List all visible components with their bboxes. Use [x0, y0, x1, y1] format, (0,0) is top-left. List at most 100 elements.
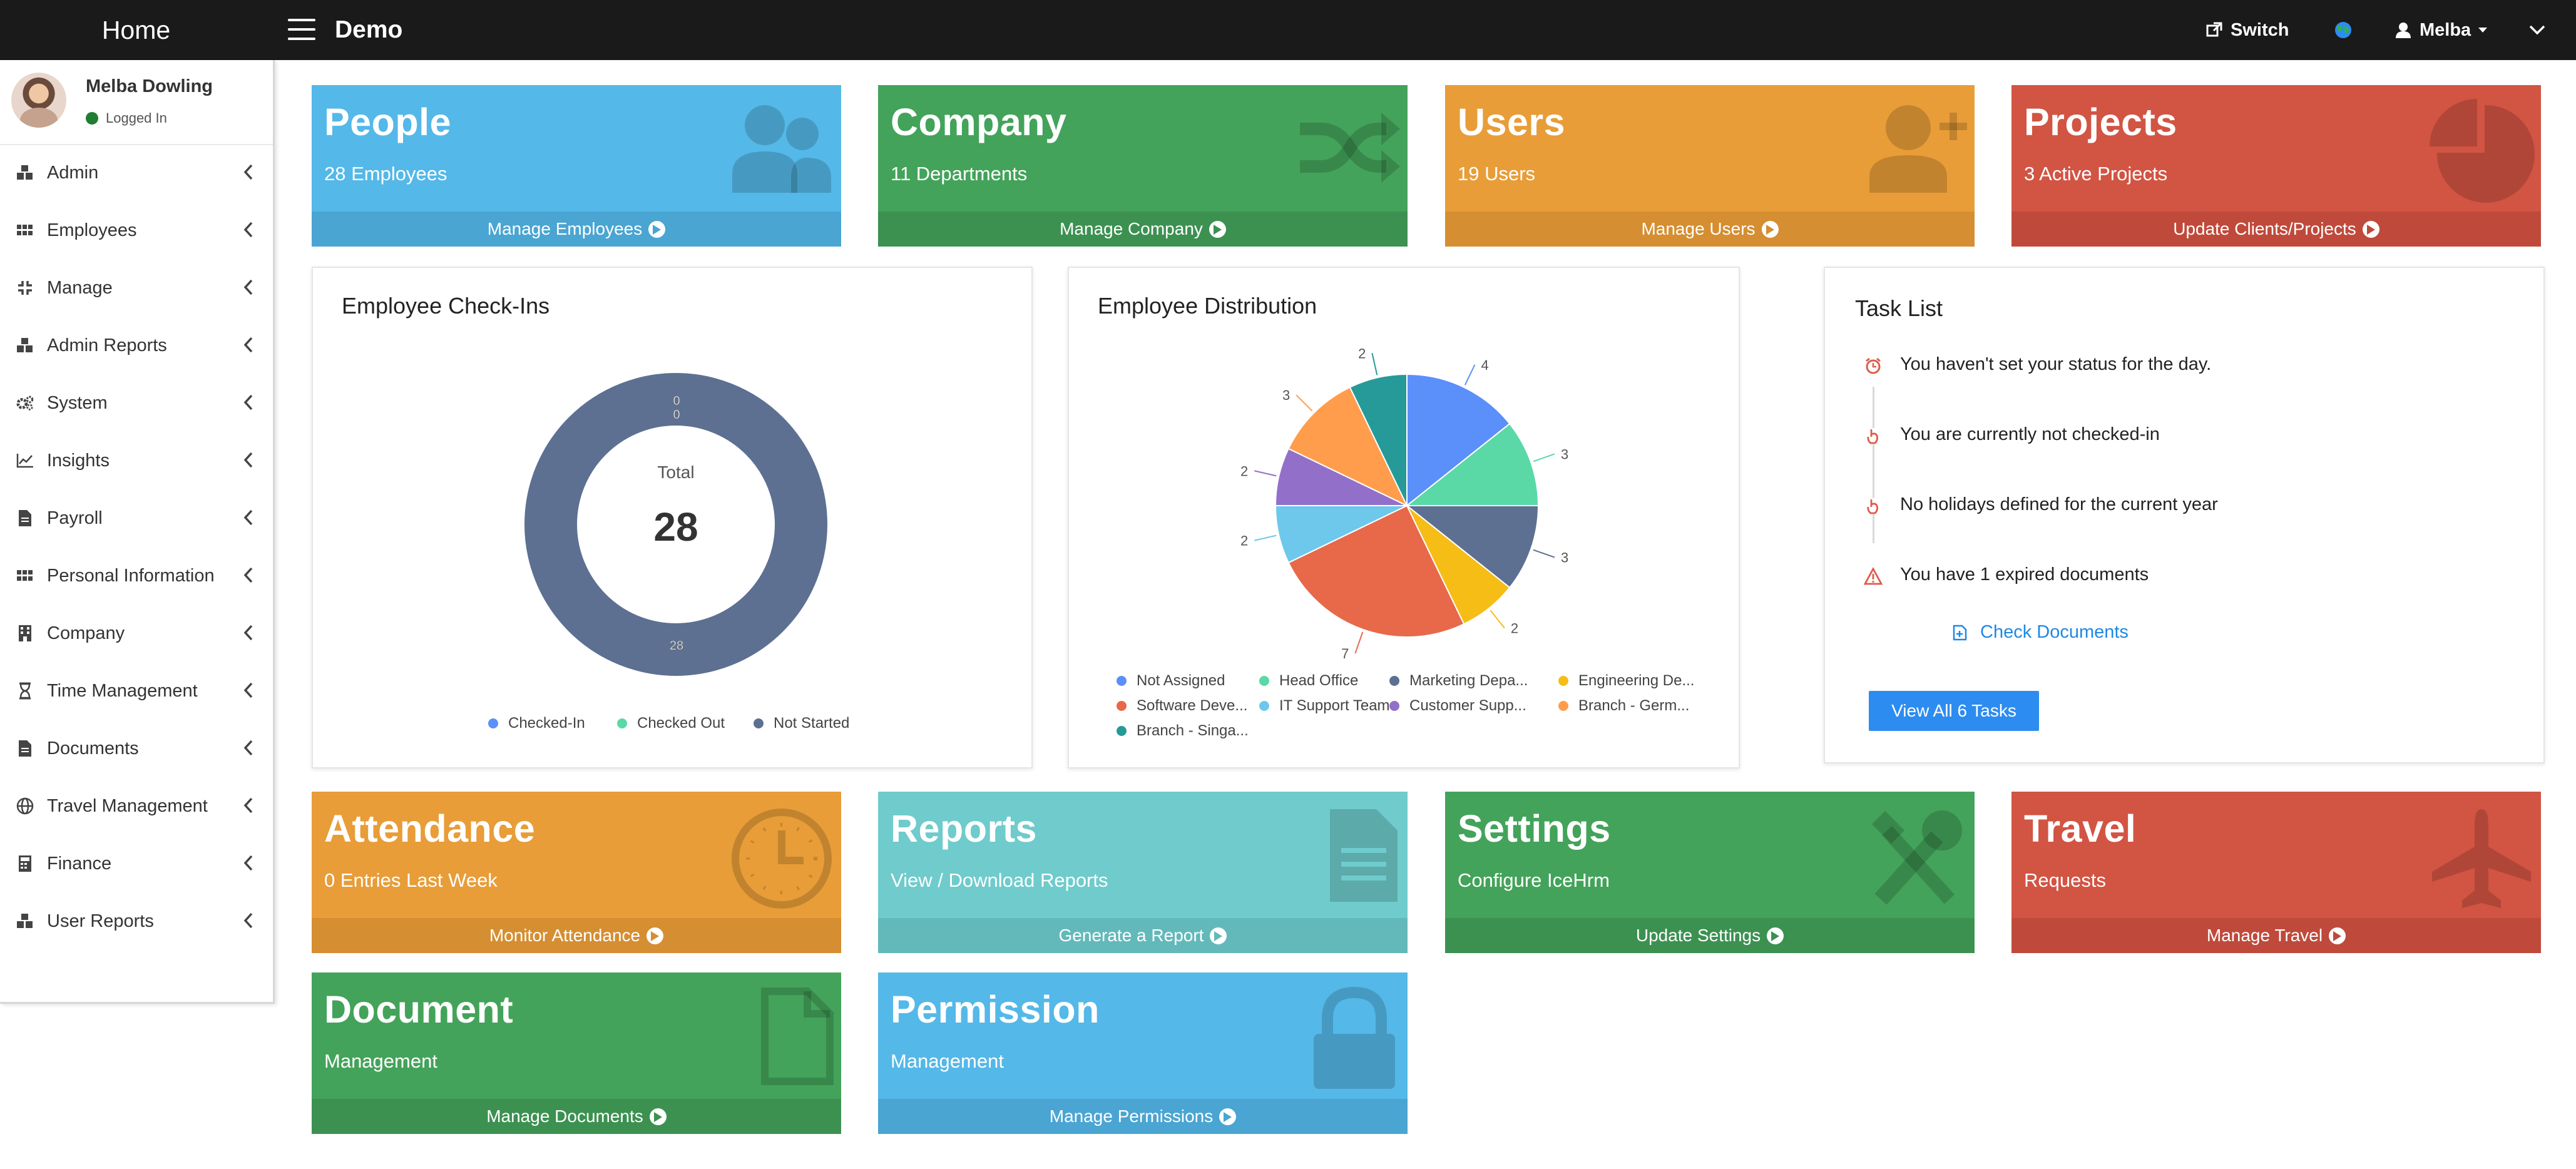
reports-tile[interactable]: Reports View / Download Reports Generate… [878, 792, 1408, 953]
sidebar-item-finance[interactable]: Finance [0, 835, 273, 892]
compress-icon [16, 280, 34, 296]
language-button[interactable] [2334, 0, 2360, 60]
chevron-left-icon [243, 164, 253, 180]
checkins-donut-chart: Total 28 0 0 28 [524, 373, 827, 676]
sidebar-item-insights[interactable]: Insights [0, 432, 273, 489]
view-all-tasks-button[interactable]: View All 6 Tasks [1869, 691, 2039, 731]
sidebar-item-documents[interactable]: Documents [0, 720, 273, 777]
sidebar-user-status: Logged In [86, 110, 167, 126]
task-item: You haven't set your status for the day. [1900, 354, 2212, 374]
tile-subtitle: Configure IceHrm [1458, 869, 1610, 891]
manage-permissions-link[interactable]: Manage Permissions [878, 1099, 1408, 1134]
legend-item[interactable]: Head Office [1259, 672, 1358, 690]
sidebar-item-travel-management[interactable]: Travel Management [0, 777, 273, 835]
legend-label: Branch - Singa... [1137, 722, 1249, 739]
employee-distribution-card: Employee Distribution 4 3 3 2 7 2 2 3 2 Not Assi… [1068, 267, 1740, 768]
grid-icon [16, 568, 34, 584]
chevron-left-icon [243, 394, 253, 411]
top-navbar: Home Demo Switch Melba [0, 0, 2576, 60]
sidebar-item-admin-reports[interactable]: Admin Reports [0, 317, 273, 374]
sidebar-item-payroll[interactable]: Payroll [0, 489, 273, 547]
sidebar-item-admin[interactable]: Admin [0, 144, 273, 202]
legend-item[interactable]: Branch - Germ... [1558, 697, 1689, 715]
pie-data-label: 2 [1358, 345, 1366, 361]
switch-button[interactable]: Switch [2205, 0, 2289, 60]
sidebar: Melba Dowling Logged In Admin Employees … [0, 60, 275, 1004]
menu-icon[interactable] [288, 19, 315, 41]
pie-slice[interactable] [1287, 504, 1465, 638]
tile-title: People [324, 101, 452, 143]
sidebar-item-company[interactable]: Company [0, 605, 273, 662]
update-clients-projects-link[interactable]: Update Clients/Projects [2011, 212, 2541, 247]
users-tile[interactable]: Users 19 Users Manage Users [1445, 85, 1975, 247]
pie-data-label: 2 [1240, 533, 1248, 549]
check-documents-link[interactable]: Check Documents [1950, 622, 2129, 643]
caret-down-icon [2478, 28, 2488, 33]
tile-subtitle: 3 Active Projects [2024, 163, 2168, 185]
manage-users-link[interactable]: Manage Users [1445, 212, 1975, 247]
timeline-line [1873, 387, 1874, 543]
generate-report-link[interactable]: Generate a Report [878, 918, 1408, 953]
arrow-circle-right-icon [1761, 220, 1779, 238]
sidebar-item-label: System [47, 392, 108, 413]
arrow-circle-right-icon [1767, 927, 1784, 944]
settings-tile[interactable]: Settings Configure IceHrm Update Setting… [1445, 792, 1975, 953]
tile-footer-label: Manage Company [1060, 219, 1203, 238]
pie-data-label: 3 [1561, 550, 1568, 566]
user-menu-button[interactable]: Melba [2395, 0, 2496, 60]
legend-item[interactable]: IT Support Team [1259, 697, 1390, 715]
update-settings-link[interactable]: Update Settings [1445, 918, 1975, 953]
pie-data-label: 2 [1511, 620, 1518, 636]
legend-item[interactable]: Software Deve... [1117, 697, 1247, 715]
legend-item[interactable]: Not Assigned [1117, 672, 1225, 690]
distribution-pie-chart: 4 3 3 2 7 2 2 3 2 [1240, 345, 1568, 661]
lock-icon [1314, 986, 1395, 1089]
grid-icon [16, 222, 34, 238]
manage-employees-link[interactable]: Manage Employees [312, 212, 841, 247]
shuffle-icon [1300, 113, 1400, 183]
sidebar-item-time-management[interactable]: Time Management [0, 662, 273, 720]
pie-slice[interactable] [1406, 373, 1511, 508]
sidebar-item-manage[interactable]: Manage [0, 259, 273, 317]
donut-total-value: 28 [653, 504, 698, 549]
sidebar-item-employees[interactable]: Employees [0, 202, 273, 259]
tile-title: Document [324, 988, 514, 1031]
sidebar-item-user-reports[interactable]: User Reports [0, 892, 273, 950]
company-tile[interactable]: Company 11 Departments Manage Company [878, 85, 1408, 247]
home-link[interactable]: Home [101, 15, 171, 44]
manage-documents-link[interactable]: Manage Documents [312, 1099, 841, 1134]
legend-swatch [754, 718, 764, 728]
pie-slice[interactable] [1349, 373, 1408, 506]
permission-tile[interactable]: Permission Management Manage Permissions [878, 972, 1408, 1134]
pie-slice[interactable] [1287, 386, 1409, 508]
pie-slice[interactable] [1405, 422, 1540, 506]
sidebar-item-label: Finance [47, 853, 112, 874]
legend-checked-in[interactable]: Checked-In [488, 715, 585, 732]
manage-company-link[interactable]: Manage Company [878, 212, 1408, 247]
pie-label-leader [1464, 364, 1476, 385]
legend-item[interactable]: Engineering De... [1558, 672, 1694, 690]
legend-label: IT Support Team [1279, 697, 1390, 714]
travel-tile[interactable]: Travel Requests Manage Travel [2011, 792, 2541, 953]
legend-checked-out[interactable]: Checked Out [617, 715, 725, 732]
legend-item[interactable]: Customer Supp... [1389, 697, 1526, 715]
document-tile[interactable]: Document Management Manage Documents [312, 972, 841, 1134]
tile-subtitle: Requests [2024, 869, 2106, 891]
legend-not-started[interactable]: Not Started [754, 715, 849, 732]
chevron-left-icon [243, 740, 253, 756]
pie-slice[interactable] [1405, 505, 1540, 589]
people-tile[interactable]: People 28 Employees Manage Employees [312, 85, 841, 247]
sidebar-item-personal-information[interactable]: Personal Information [0, 547, 273, 605]
legend-item[interactable]: Marketing Depa... [1389, 672, 1528, 690]
projects-tile[interactable]: Projects 3 Active Projects Update Client… [2011, 85, 2541, 247]
attendance-tile[interactable]: Attendance 0 Entries Last Week Monitor A… [312, 792, 841, 953]
tile-title: Reports [891, 807, 1037, 850]
task-item: No holidays defined for the current year [1900, 494, 2218, 514]
warning-icon [1864, 567, 1883, 585]
chevron-left-icon [243, 797, 253, 814]
monitor-attendance-link[interactable]: Monitor Attendance [312, 918, 841, 953]
options-toggle[interactable] [2528, 0, 2553, 60]
legend-item[interactable]: Branch - Singa... [1117, 722, 1249, 740]
sidebar-item-system[interactable]: System [0, 374, 273, 432]
manage-travel-link[interactable]: Manage Travel [2011, 918, 2541, 953]
